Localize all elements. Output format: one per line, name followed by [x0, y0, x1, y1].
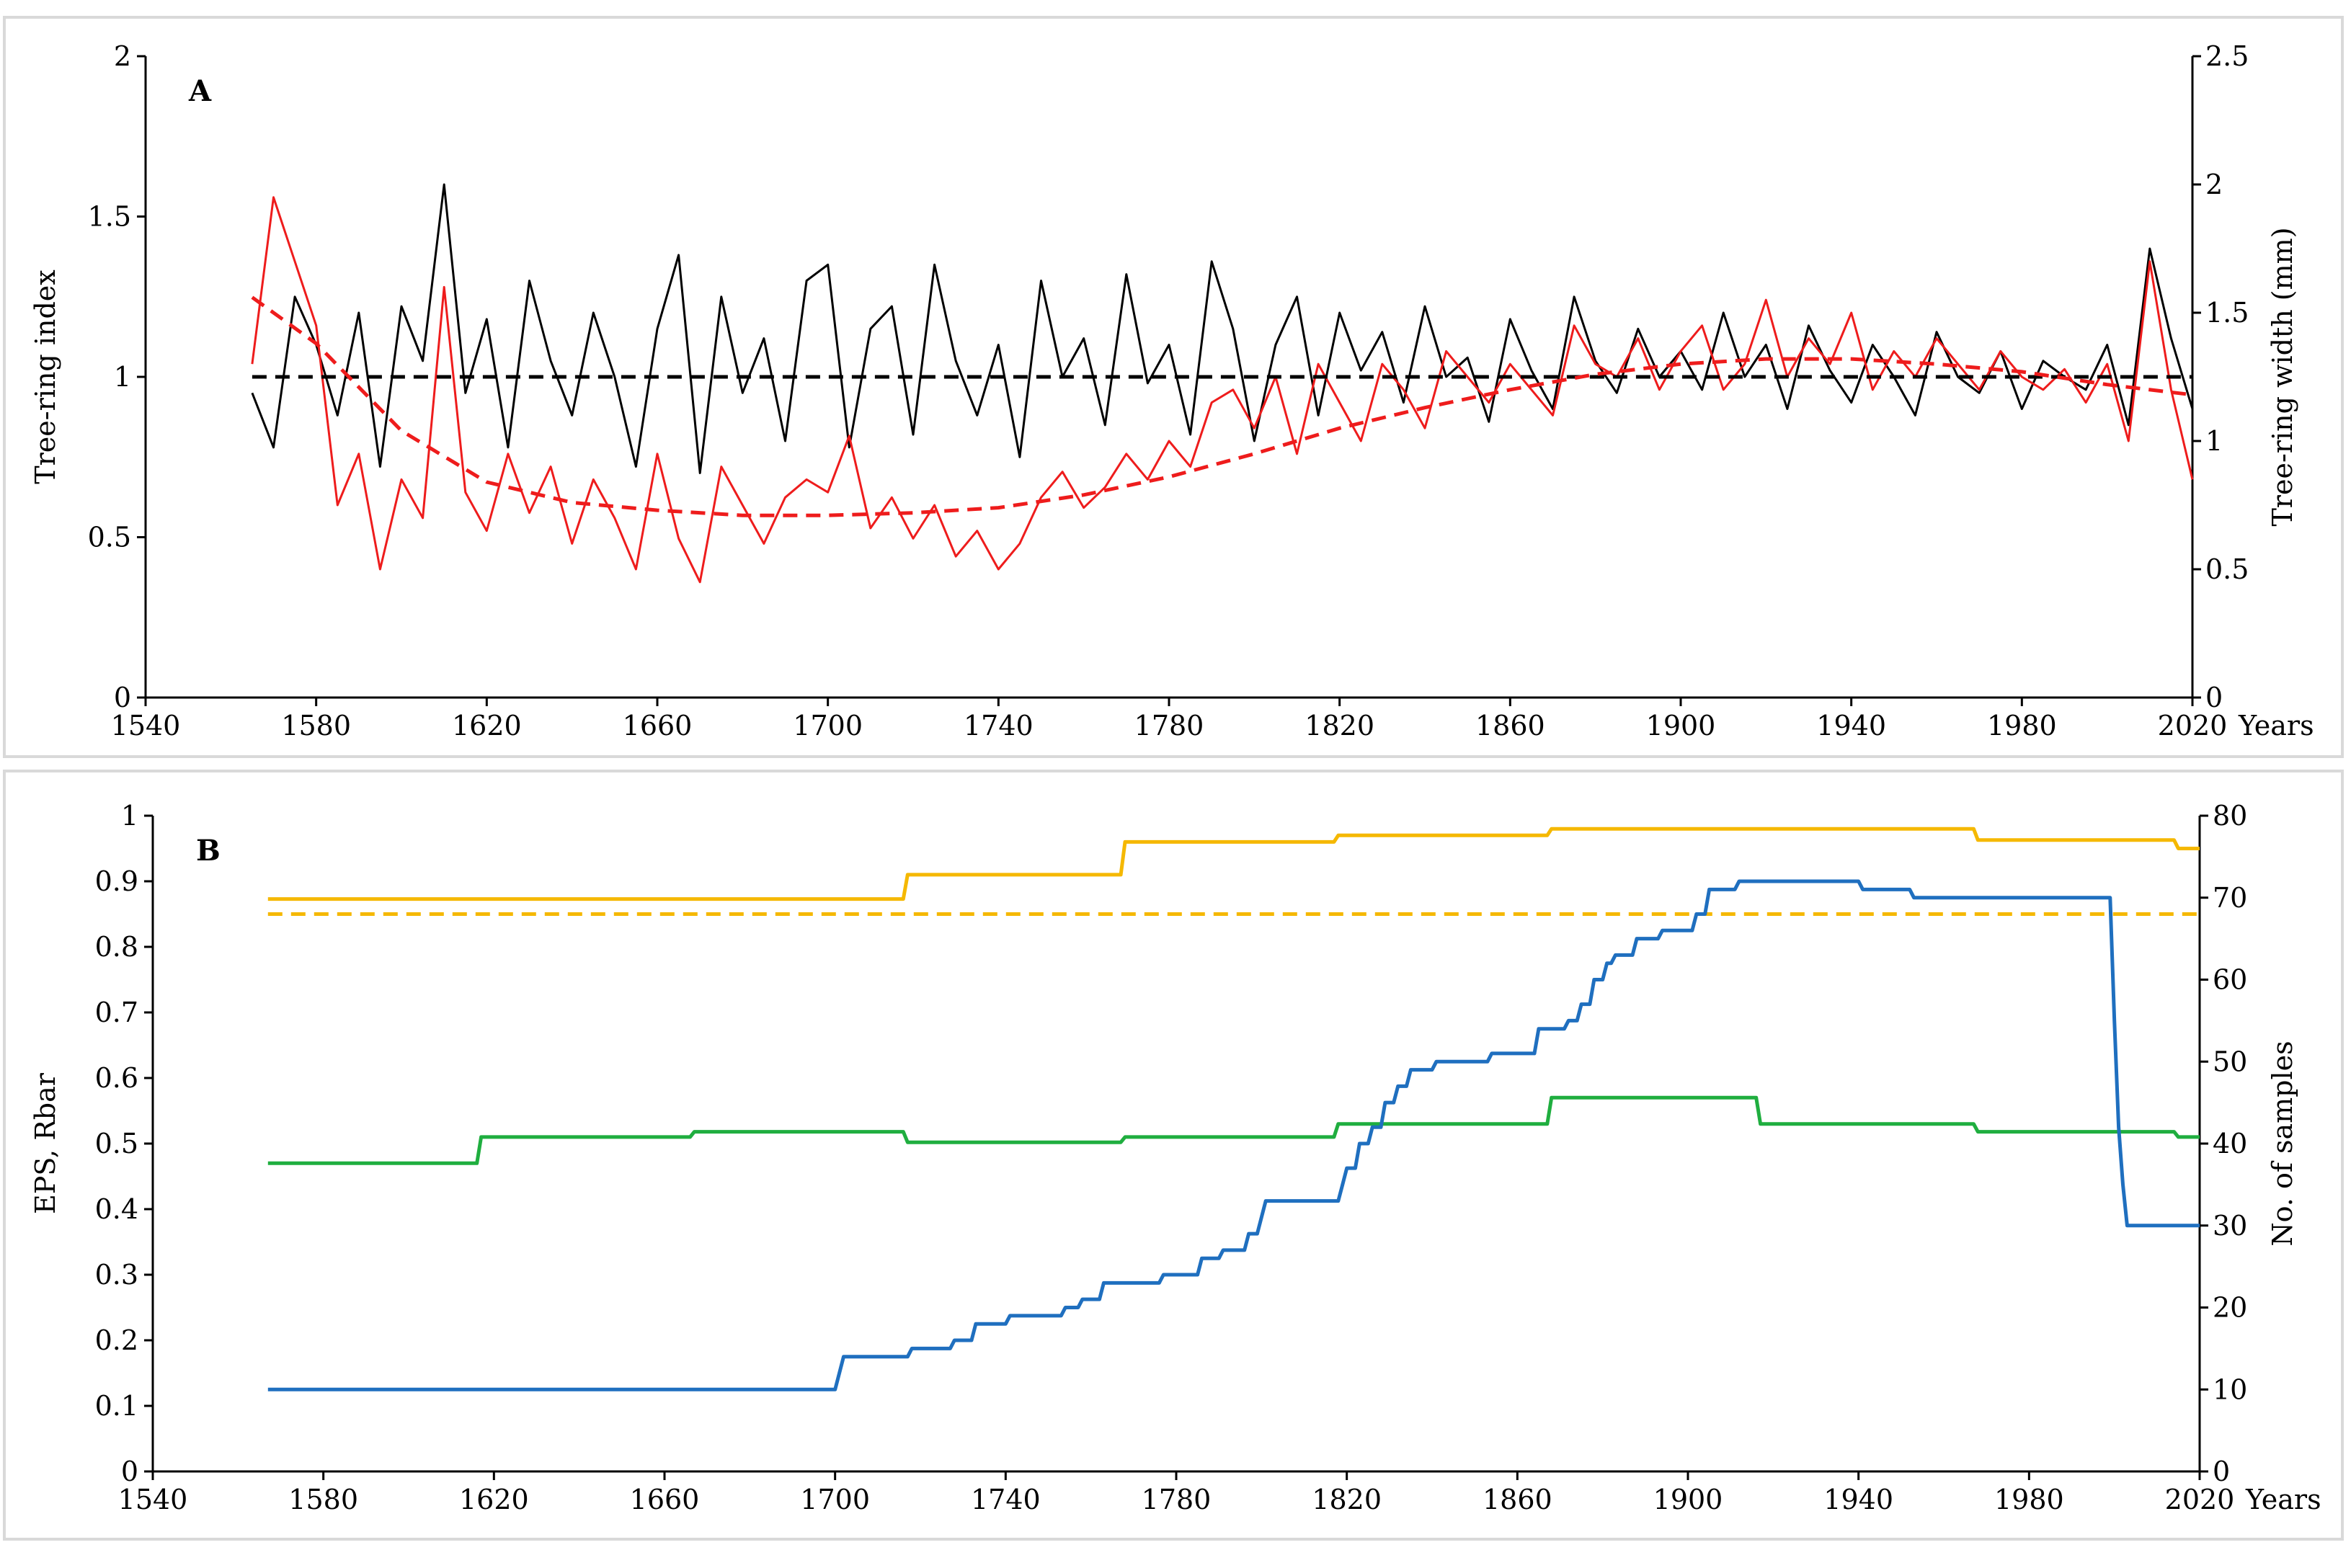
y-tick-label: 0.7 — [95, 997, 138, 1028]
y-tick-label: 0.6 — [95, 1062, 138, 1094]
x-tick-label: 2020 — [2158, 710, 2228, 741]
x-tick-label: 1860 — [1475, 710, 1545, 741]
y2-tick-label: 0 — [2205, 682, 2223, 713]
y2-tick-label: 60 — [2213, 964, 2247, 996]
series-line-1 — [267, 827, 2200, 901]
series-line-1 — [251, 183, 2194, 474]
x-tick-label: 1660 — [623, 710, 693, 741]
panel-b: 1540 1580 1620 1660 1700 1740 1780 1820 1860 1900… — [3, 770, 2344, 1541]
x-axis-label: Years — [2245, 1484, 2321, 1515]
y-tick-label: 0.4 — [95, 1193, 138, 1225]
panel-label: A — [188, 74, 212, 108]
y-tick-label: 0.9 — [95, 865, 138, 897]
x-tick-label: 1620 — [459, 1484, 529, 1515]
y2-tick-label: 80 — [2213, 800, 2247, 832]
y2-tick-label: 0.5 — [2205, 553, 2249, 585]
y2-tick-label: 30 — [2213, 1210, 2247, 1242]
x-tick-label: 1820 — [1305, 710, 1374, 741]
x-tick-label: 1820 — [1312, 1484, 1382, 1515]
y-tick-label: 0 — [114, 682, 131, 713]
x-tick-label: 1580 — [281, 710, 351, 741]
x-tick-label: 1540 — [118, 1484, 188, 1515]
y-tick-label: 1.5 — [88, 201, 131, 233]
y-tick-label: 1 — [114, 361, 131, 393]
y-tick-label: 0.8 — [95, 931, 138, 963]
x-tick-label: 1980 — [1994, 1484, 2064, 1515]
panel-a: 1540 1580 1620 1660 1700 1740 1780 1820 1860 1900… — [3, 16, 2344, 758]
x-tick-label: 1620 — [452, 710, 522, 741]
x-tick-label: 1540 — [111, 710, 181, 741]
series-line-3 — [267, 1095, 2200, 1165]
y2-tick-label: 2 — [2205, 169, 2223, 200]
x-tick-label: 1780 — [1134, 710, 1204, 741]
x-tick-label: 1580 — [288, 1484, 358, 1515]
y2-tick-label: 10 — [2213, 1373, 2247, 1405]
y2-axis-label: No. of samples — [2267, 1041, 2298, 1246]
x-tick-label: 1740 — [971, 1484, 1041, 1515]
y2-tick-label: 70 — [2213, 882, 2247, 914]
chart-a: 1540 1580 1620 1660 1700 1740 1780 1820 1860 1900… — [30, 40, 2314, 741]
y-tick-label: 0.3 — [95, 1259, 138, 1291]
y-tick-label: 2 — [114, 40, 131, 72]
y2-tick-label: 2.5 — [2205, 40, 2249, 72]
series-line-4 — [267, 879, 2200, 1391]
y2-tick-label: 20 — [2213, 1292, 2247, 1324]
x-tick-label: 1740 — [964, 710, 1034, 741]
x-tick-label: 1700 — [793, 710, 863, 741]
y2-tick-label: 1.5 — [2205, 297, 2249, 329]
x-tick-label: 1780 — [1142, 1484, 1212, 1515]
y-tick-label: 0.5 — [95, 1128, 138, 1159]
y-tick-label: 0.5 — [88, 522, 131, 553]
chart-b: 1540 1580 1620 1660 1700 1740 1780 1820 1860 1900… — [30, 800, 2321, 1515]
y-axis-label: EPS, Rbar — [30, 1072, 61, 1214]
y2-tick-label: 1 — [2205, 425, 2223, 457]
series-line-4 — [251, 295, 2193, 517]
x-tick-label: 1660 — [630, 1484, 700, 1515]
panel-label: B — [196, 834, 221, 868]
y-tick-label: 0.2 — [95, 1324, 138, 1356]
y2-tick-label: 50 — [2213, 1046, 2247, 1077]
x-tick-label: 1940 — [1816, 710, 1886, 741]
y-axis-label: Tree-ring index — [30, 270, 61, 484]
y-tick-label: 0 — [121, 1456, 138, 1487]
x-tick-label: 1900 — [1653, 1484, 1723, 1515]
y2-tick-label: 0 — [2213, 1456, 2230, 1487]
x-tick-label: 1860 — [1483, 1484, 1552, 1515]
y-tick-label: 1 — [121, 800, 138, 832]
x-tick-label: 2020 — [2165, 1484, 2235, 1515]
x-tick-label: 1940 — [1823, 1484, 1893, 1515]
x-axis-label: Years — [2238, 710, 2314, 741]
y-tick-label: 0.1 — [95, 1390, 138, 1422]
x-tick-label: 1700 — [800, 1484, 870, 1515]
x-tick-label: 1900 — [1646, 710, 1716, 741]
x-tick-label: 1980 — [1987, 710, 2057, 741]
y2-tick-label: 40 — [2213, 1128, 2247, 1159]
y2-axis-label: Tree-ring width (mm) — [2267, 227, 2298, 526]
